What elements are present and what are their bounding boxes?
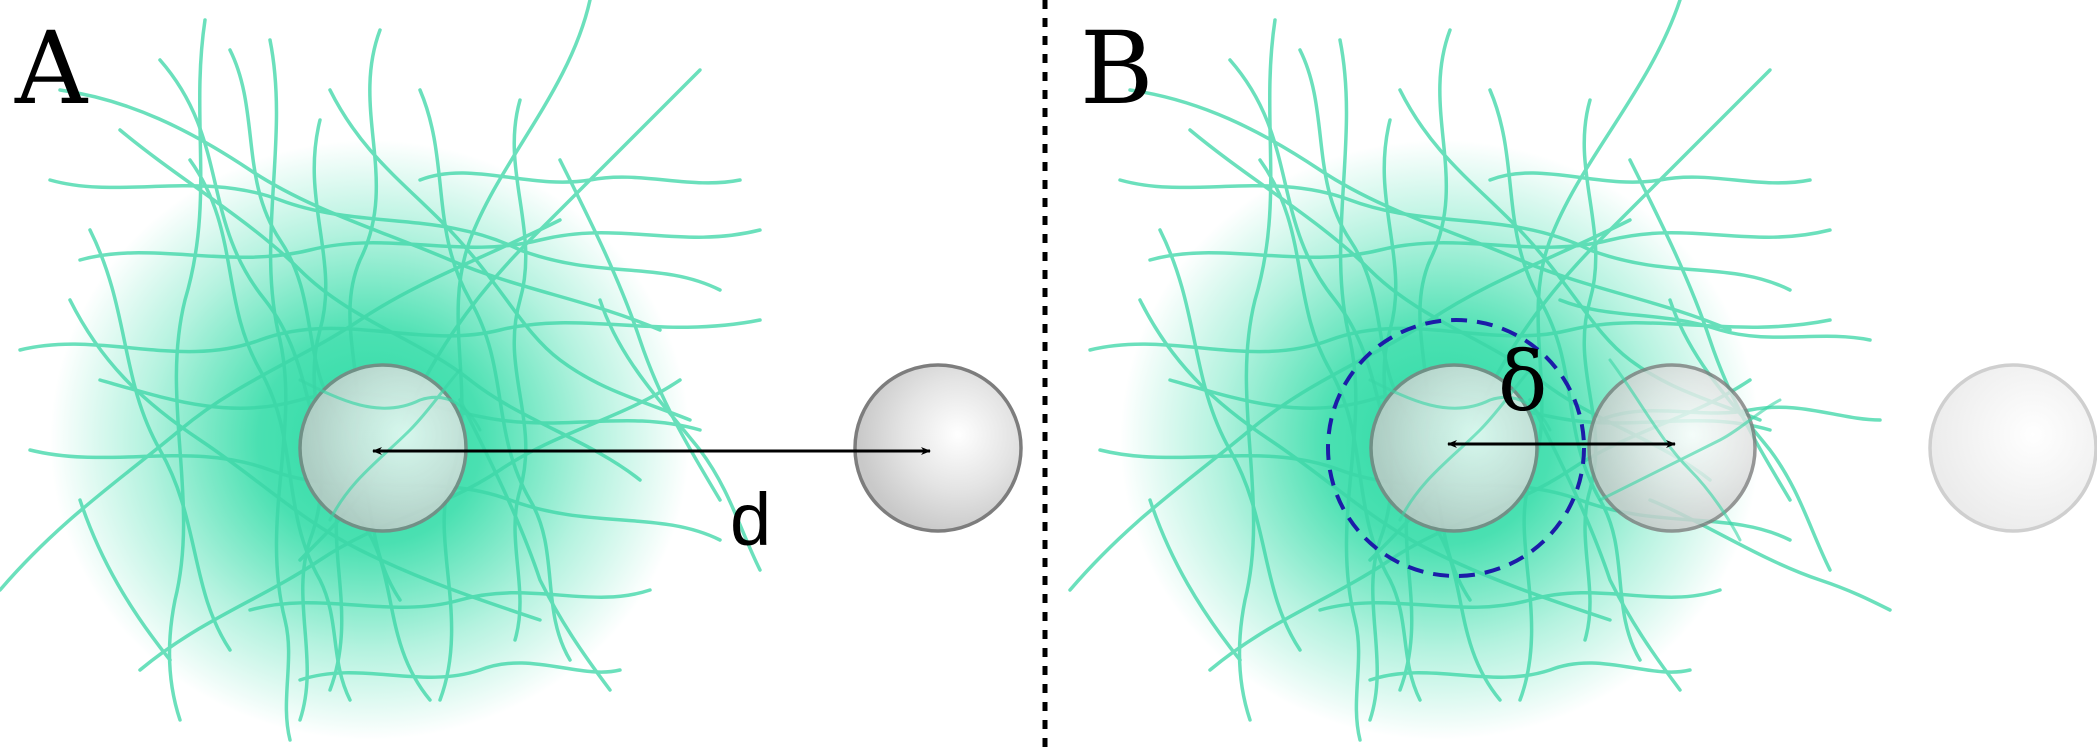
particle-neighbor	[853, 363, 1023, 533]
particle-center	[298, 363, 468, 533]
panel-b: B δ	[1068, 0, 2097, 742]
particle-ghost	[1928, 363, 2097, 533]
cutoff-circle	[1326, 318, 1586, 578]
distance-label: d	[730, 478, 771, 561]
polymer-fibers-front	[1368, 358, 1782, 542]
particle-center	[1369, 363, 1539, 533]
delta-label: δ	[1498, 335, 1547, 430]
panel-a: A d	[0, 0, 1023, 742]
panel-label-a: A	[14, 10, 89, 127]
panel-label-b: B	[1080, 10, 1154, 127]
polymer-fibers-front	[298, 368, 482, 522]
